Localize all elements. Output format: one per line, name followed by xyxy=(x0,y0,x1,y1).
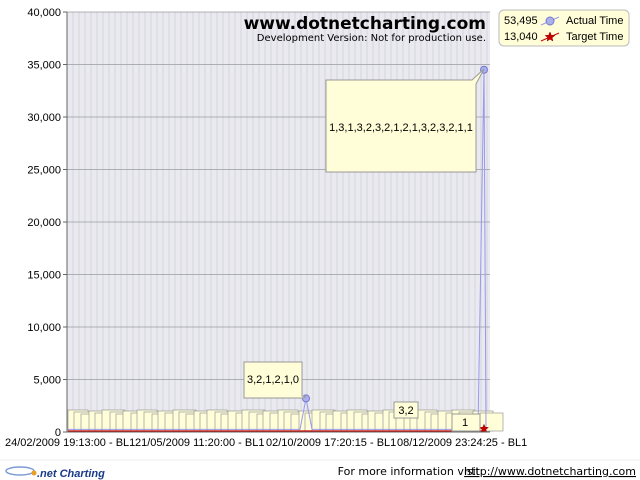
annotation-peak-text: 1,3,1,3,2,3,2,1,2,1,3,2,3,2,1,1 xyxy=(329,122,473,134)
circle-marker-icon xyxy=(540,16,560,26)
x-tick-label-3: 08/12/2009 23:24:25 - BL1 xyxy=(397,437,527,449)
annotation-mid: 3,2,1,2,1,0 xyxy=(243,361,307,399)
y-tick-label: 20,000 xyxy=(27,217,61,229)
annotation-small-1: 3,2 xyxy=(393,401,419,419)
annotation-small-2: 1 xyxy=(451,413,481,432)
annotation-peak: 1,3,1,3,2,3,2,1,2,1,3,2,3,2,1,1 xyxy=(325,68,485,173)
annotation-small-1-text: 3,2 xyxy=(398,405,413,417)
legend-target-value: 13,040 xyxy=(504,31,538,43)
y-tick-label: 30,000 xyxy=(27,112,61,124)
y-tick-label: 0 xyxy=(55,427,61,439)
watermark-title: www.dotnetcharting.com xyxy=(244,14,486,34)
dotnetcharting-logo: .net Charting xyxy=(5,466,105,480)
footer-text: For more information visit xyxy=(338,465,481,478)
y-tick-label: 5,000 xyxy=(33,375,61,387)
y-axis-tick-labels: 0 5,000 10,000 15,000 20,000 25,000 30,000 35,0… xyxy=(27,7,61,439)
star-marker-icon xyxy=(540,31,560,42)
legend-actual-label: Actual Time xyxy=(566,15,623,27)
x-tick-label-2: 02/10/2009 17:20:15 - BL1 xyxy=(266,437,396,449)
baseline-annotation-cluster xyxy=(67,409,504,432)
annotation-small-2-text: 1 xyxy=(462,417,468,429)
annotation-mid-text: 3,2,1,2,1,0 xyxy=(247,374,299,386)
y-tick-label: 35,000 xyxy=(27,60,61,72)
watermark-subtitle: Development Version: Not for production … xyxy=(257,33,486,44)
point-target-time xyxy=(479,423,489,434)
y-tick-label: 25,000 xyxy=(27,165,61,177)
legend-actual-value: 53,495 xyxy=(504,15,538,27)
legend: 53,495 Actual Time 13,040 Target Time xyxy=(498,9,630,47)
y-tick-label: 10,000 xyxy=(27,322,61,334)
x-tick-label-0: 24/02/2009 19:13:00 - BL1 xyxy=(5,437,135,449)
y-tick-label: 15,000 xyxy=(27,270,61,282)
legend-target-label: Target Time xyxy=(566,31,623,43)
footer-bar xyxy=(0,460,640,480)
x-tick-label-1: 21/05/2009 11:20:00 - BL1 xyxy=(135,437,264,449)
logo-text: .net Charting xyxy=(37,468,105,480)
footer-link[interactable]: http://www.dotnetcharting.com xyxy=(464,465,636,478)
y-tick-label: 40,000 xyxy=(27,7,61,19)
